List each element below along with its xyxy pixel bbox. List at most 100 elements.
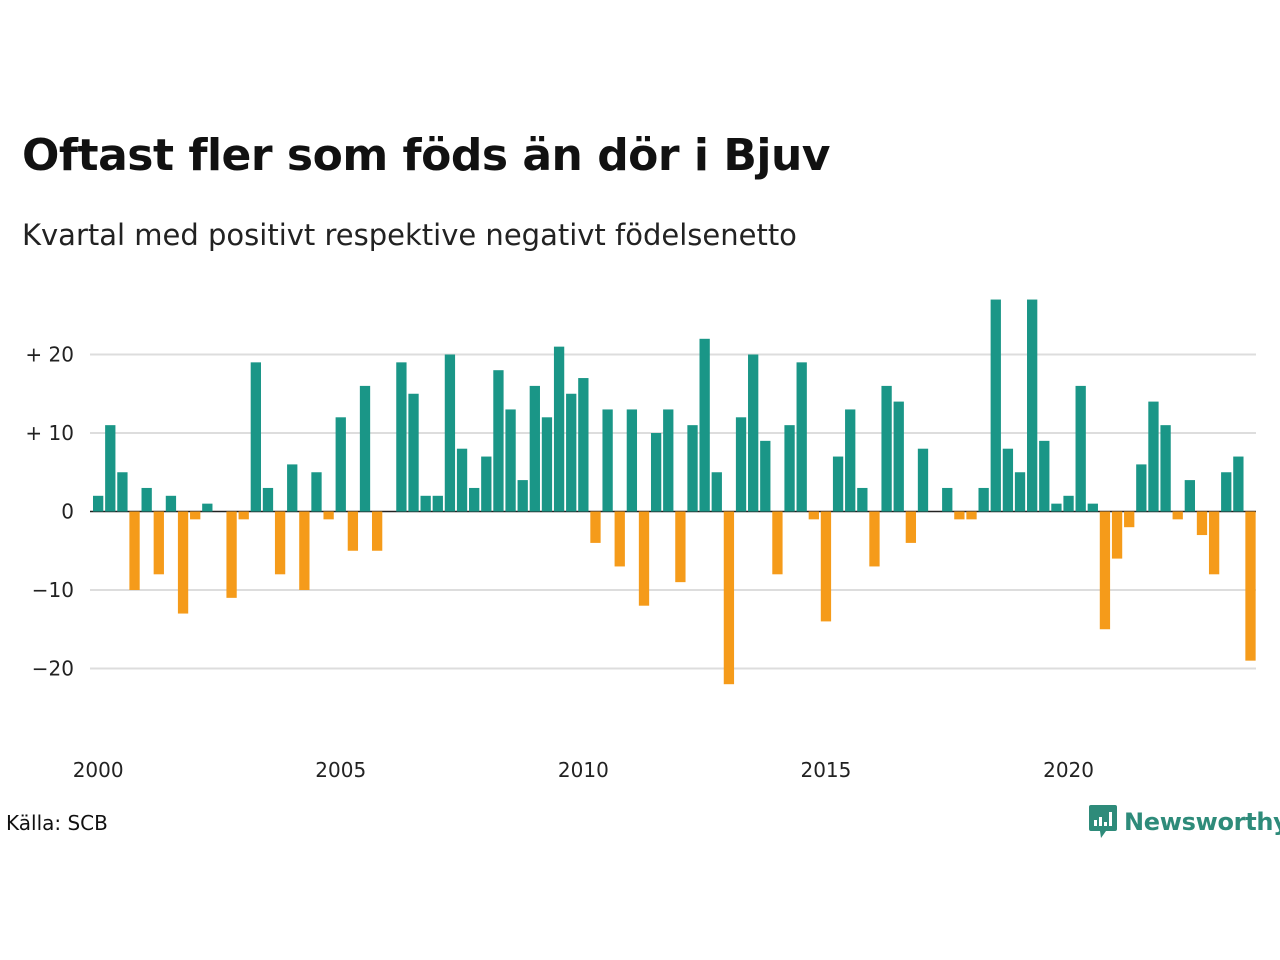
bar (590, 511, 601, 543)
bar (1039, 440, 1050, 512)
bar (287, 464, 298, 512)
x-tick-label: 2020 (1043, 758, 1094, 782)
bar (129, 511, 140, 590)
bar (323, 511, 334, 520)
bar (1075, 385, 1086, 512)
bar (869, 511, 880, 567)
bar (735, 417, 747, 512)
bar (444, 354, 456, 512)
bar (226, 511, 237, 598)
bar (748, 354, 759, 512)
bar (262, 487, 274, 512)
newsworthy-logo[interactable]: Newsworthy (1088, 802, 1280, 842)
bar (1233, 456, 1244, 512)
bar (1051, 503, 1062, 512)
bar (1014, 472, 1026, 512)
bar (529, 385, 540, 512)
bar (1148, 401, 1159, 512)
bar (311, 472, 322, 512)
bar (905, 511, 917, 543)
bar (1184, 480, 1195, 512)
bar (1063, 495, 1074, 512)
x-tick-label: 2015 (800, 758, 851, 782)
bar (699, 338, 710, 512)
bar (687, 425, 698, 512)
bar (893, 401, 904, 512)
bar (347, 511, 359, 551)
bar (954, 511, 965, 520)
bar (820, 511, 832, 622)
bar (481, 456, 492, 512)
x-tick-label: 2000 (73, 758, 124, 782)
bar (626, 409, 638, 512)
bar (808, 511, 819, 520)
bar (469, 487, 480, 512)
bar (602, 409, 613, 512)
bar (663, 409, 674, 512)
bar (711, 472, 722, 512)
bar (1208, 511, 1220, 575)
bar (177, 511, 189, 614)
bar (1087, 503, 1098, 512)
bar (1172, 511, 1183, 520)
bar (238, 511, 249, 520)
bar (190, 511, 201, 520)
bar (760, 440, 771, 512)
bar (371, 511, 383, 551)
bar (881, 385, 892, 512)
bar (1136, 464, 1147, 512)
y-tick-label: + 10 (25, 421, 74, 445)
bar (1111, 511, 1123, 559)
bars (93, 299, 1256, 685)
bar (541, 417, 553, 512)
bar (202, 503, 213, 512)
bar (917, 448, 929, 512)
bar (1245, 511, 1256, 661)
bar (966, 511, 977, 520)
bar (1221, 472, 1232, 512)
source-note: Källa: SCB (6, 811, 108, 835)
bar (432, 495, 443, 512)
bar (335, 417, 346, 512)
y-tick-label: −10 (32, 578, 74, 602)
bar (493, 370, 504, 512)
bar (396, 362, 407, 512)
bar (578, 378, 589, 512)
bar (153, 511, 164, 575)
bar (566, 393, 577, 512)
bar (1160, 425, 1171, 512)
bar (505, 409, 516, 512)
bar (650, 433, 662, 512)
bar (456, 448, 468, 512)
y-tick-label: + 20 (25, 343, 74, 367)
bar (274, 511, 286, 575)
bar (408, 393, 419, 512)
newsworthy-logo-icon (1089, 805, 1117, 838)
bar (638, 511, 650, 606)
bar (420, 495, 431, 512)
bar (978, 487, 989, 512)
bar (299, 511, 310, 590)
bar (796, 362, 807, 512)
bar (93, 495, 104, 512)
x-tick-label: 2005 (315, 758, 366, 782)
bar (614, 511, 625, 567)
bar (772, 511, 783, 575)
bar (517, 480, 528, 512)
bar (990, 299, 1001, 512)
bar (105, 425, 116, 512)
bar (784, 425, 795, 512)
y-tick-label: −20 (32, 657, 74, 681)
y-tick-label: 0 (61, 500, 74, 524)
bar (1099, 511, 1111, 630)
chart-title: Oftast fler som föds än dör i Bjuv (22, 130, 830, 181)
chart-subtitle: Kvartal med positivt respektive negativt… (22, 218, 797, 252)
bar (1027, 299, 1038, 512)
bar (1002, 448, 1014, 512)
bar (165, 495, 177, 512)
bar (942, 487, 953, 512)
bar (117, 472, 128, 512)
bar (723, 511, 735, 685)
bar (1124, 511, 1135, 528)
